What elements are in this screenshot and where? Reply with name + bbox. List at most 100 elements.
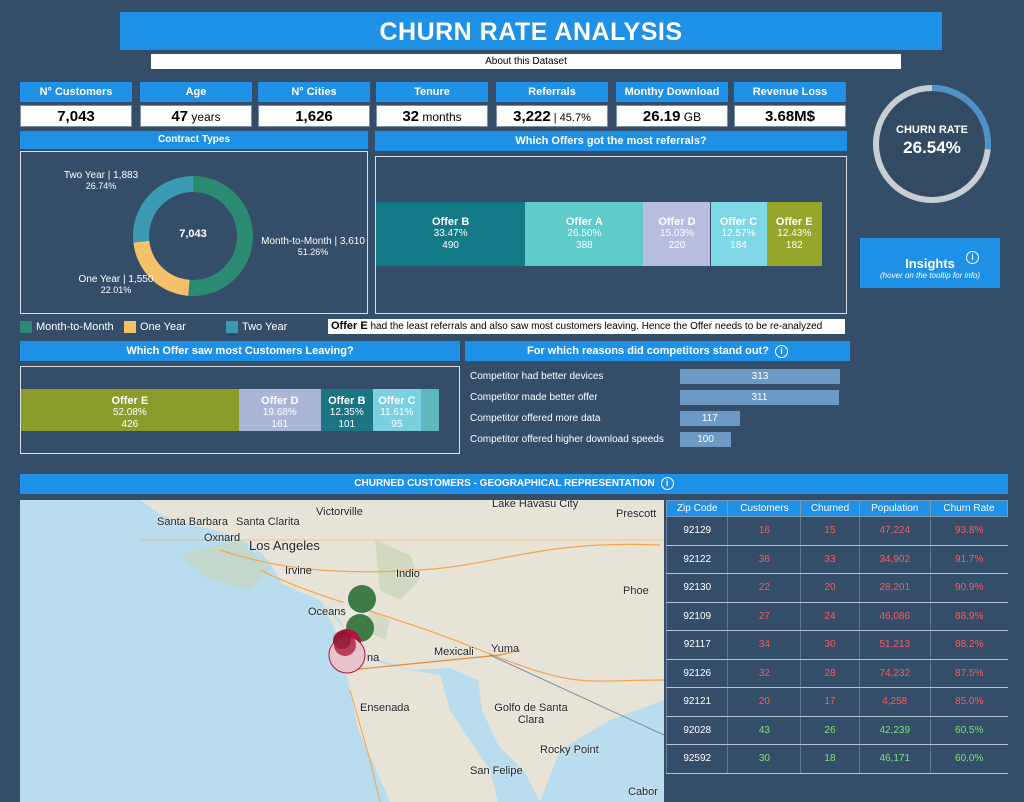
zip-table-header: Churned	[800, 500, 860, 517]
zip-rate-cell: 60.5%	[929, 716, 1008, 745]
leaving-segment-offer-d[interactable]: Offer D 19.68% 161	[238, 389, 321, 431]
insights-button[interactable]: Insights i (hover on the tooltip for inf…	[860, 238, 1000, 288]
segment-name: Offer E	[775, 216, 813, 228]
segment-name: Offer D	[261, 395, 299, 407]
leaving-segment-offer-a[interactable]	[421, 389, 439, 431]
referral-segment-offer-a[interactable]: Offer A 26.50% 388	[525, 202, 644, 266]
referral-segment-offer-c[interactable]: Offer C 12.57% 184	[710, 202, 767, 266]
zip-population-cell: 42,239	[858, 716, 931, 745]
competitor-reason-bar[interactable]: 100	[680, 432, 732, 447]
competitor-reason-bar[interactable]: 311	[680, 390, 839, 405]
zip-churned-cell: 33	[800, 545, 860, 574]
table-row[interactable]: 92130 22 20 28,201 90.9%	[666, 573, 1008, 603]
segment-pct: 19.68%	[262, 407, 297, 418]
zip-churned-cell: 26	[800, 716, 860, 745]
zip-population-cell: 4,258	[858, 687, 931, 717]
zip-customers-cell: 43	[727, 716, 801, 745]
zip-table-container: Zip Code Customers Churned Population Churn …	[666, 500, 1008, 802]
donut-center-value: 7,043	[179, 228, 207, 240]
map-city-label: Yuma	[491, 643, 520, 655]
table-row[interactable]: 92592 30 18 46,171 60.0%	[666, 744, 1008, 774]
kpi-number: 47	[171, 108, 188, 125]
kpi-unit: years	[188, 110, 221, 124]
kpi-number: 26.19	[642, 108, 681, 125]
churn-rate-value: 26.54%	[903, 138, 961, 157]
map-city-label: Indio	[396, 568, 420, 580]
churn-rate-gauge-ring	[873, 85, 991, 203]
zip-cell: 92109	[666, 602, 728, 631]
info-icon[interactable]: i	[660, 476, 674, 490]
map-city-label: na	[367, 652, 380, 664]
leaving-segment-offer-b[interactable]: Offer B 12.35% 101	[320, 389, 373, 431]
segment-name: Offer A	[565, 216, 603, 228]
info-icon[interactable]: i	[775, 344, 789, 358]
map-city-label: Rocky Point	[540, 744, 599, 756]
table-row[interactable]: 92122 36 33 34,902 91.7%	[666, 545, 1008, 574]
zip-customers-cell: 30	[727, 744, 801, 774]
about-dataset-link[interactable]: About this Dataset	[151, 54, 901, 69]
zip-table: Zip Code Customers Churned Population Churn …	[666, 500, 1008, 774]
competitor-reason-bar[interactable]: 313	[680, 369, 840, 384]
segment-count: 426	[121, 419, 139, 430]
segment-count: 220	[668, 240, 686, 251]
zip-customers-cell: 32	[727, 659, 801, 688]
competitors-header: For which reasons did competitors stand …	[465, 341, 850, 361]
zip-customers-cell: 27	[727, 602, 801, 631]
segment-pct: 33.47%	[433, 228, 468, 239]
segment-pct: 52.08%	[112, 407, 147, 418]
zip-population-cell: 47,224	[858, 516, 931, 546]
kpi-number: 7,043	[57, 108, 95, 125]
map-city-label: Ensenada	[360, 702, 410, 714]
legend-one-year: One Year	[124, 320, 186, 334]
contract-donut	[133, 176, 253, 296]
zip-churned-cell: 17	[800, 687, 860, 717]
insights-subtitle: (hover on the tooltip for info)	[879, 271, 981, 280]
map-city-label: Irvine	[285, 565, 312, 577]
segment-count: 490	[442, 240, 459, 251]
zip-rate-cell: 90.9%	[929, 573, 1008, 603]
zip-cell: 92117	[666, 630, 728, 660]
page-title: CHURN RATE ANALYSIS	[120, 12, 942, 50]
table-row[interactable]: 92117 34 30 51,213 88.2%	[666, 630, 1008, 660]
geo-header: CHURNED CUSTOMERS - GEOGRAPHICAL REPRESE…	[20, 474, 1008, 494]
segment-count: 182	[785, 240, 803, 251]
segment-name: Offer D	[658, 216, 696, 228]
contract-types-header: Contract Types	[20, 131, 368, 149]
zip-cell: 92130	[666, 573, 728, 603]
zip-table-header: Churn Rate	[929, 500, 1008, 517]
contract-types-panel: 7,043 Two Year | 1,883 26.74% Month-to-Mo…	[20, 151, 368, 314]
kpi-label: Revenue Loss	[734, 82, 846, 102]
churn-map[interactable]: Santa Barbara Santa Clarita Victorville Lak…	[20, 500, 664, 802]
zip-table-header: Population	[858, 500, 931, 517]
info-icon[interactable]: i	[966, 249, 979, 267]
segment-name: Offer B	[431, 216, 470, 228]
table-row[interactable]: 92109 27 24 46,086 88.9%	[666, 602, 1008, 631]
table-row[interactable]: 92121 20 17 4,258 85.0%	[666, 687, 1008, 717]
map-canvas	[20, 500, 664, 802]
leaving-segment-offer-c[interactable]: Offer C 11.61% 95	[372, 389, 422, 431]
map-city-label: Oceans	[308, 606, 346, 618]
zip-churned-cell: 24	[800, 602, 860, 631]
table-row[interactable]: 92129 16 15 47,224 93.8%	[666, 516, 1008, 546]
map-city-label: Victorville	[316, 506, 363, 518]
referral-segment-offer-b[interactable]: Offer B 33.47% 490	[376, 202, 526, 266]
map-city-label: Los Angeles	[249, 538, 320, 553]
leaving-segment-offer-e[interactable]: Offer E 52.08% 426	[21, 389, 239, 431]
kpi-value: 47 years	[140, 105, 252, 127]
segment-name: Offer C	[378, 395, 416, 407]
table-row[interactable]: 92126 32 28 74,232 87.5%	[666, 659, 1008, 688]
competitor-reason-bar[interactable]: 117	[680, 411, 740, 426]
referral-segment-offer-d[interactable]: Offer D 15.03% 220	[643, 202, 711, 266]
kpi-value: 32 months	[376, 105, 488, 127]
kpi-value: 3,222 | 45.7%	[496, 105, 608, 127]
kpi-number: 32	[402, 108, 419, 125]
segment-count: 184	[730, 240, 747, 251]
table-row[interactable]: 92028 43 26 42,239 60.5%	[666, 716, 1008, 745]
zip-cell: 92121	[666, 687, 728, 717]
zip-rate-cell: 87.5%	[929, 659, 1008, 688]
kpi-unit: months	[419, 110, 462, 124]
competitor-reason-label: Competitor offered higher download speed…	[470, 434, 664, 445]
referral-segment-offer-e[interactable]: Offer E 12.43% 182	[766, 202, 822, 266]
